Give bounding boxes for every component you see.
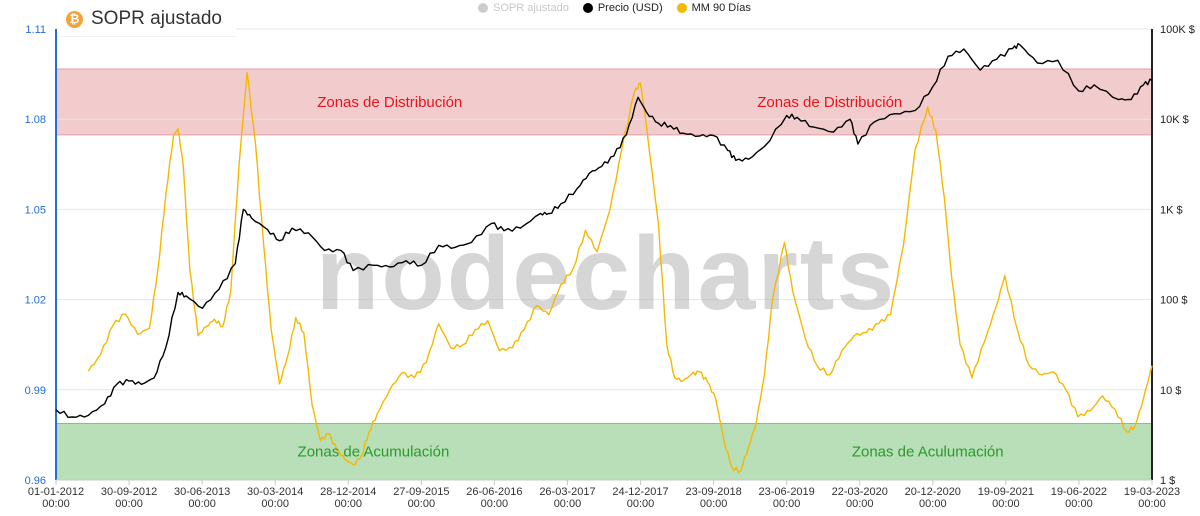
legend-item-sopr-ajustado[interactable]: SOPR ajustado <box>478 2 569 14</box>
x-tick-label-14: 19-06-2022 <box>1051 486 1107 498</box>
legend: SOPR ajustado Precio (USD) MM 90 Días <box>478 2 751 14</box>
x-tick-time-1: 00:00 <box>115 498 143 510</box>
x-tick-time-15: 00:00 <box>1138 498 1166 510</box>
y-left-tick-2: 1.02 <box>25 295 46 307</box>
series-line-precio-usd <box>55 43 1153 418</box>
zone-label-2: Zonas de Acumulación <box>298 444 450 461</box>
x-tick-label-6: 26-06-2016 <box>466 486 522 498</box>
x-tick-time-4: 00:00 <box>335 498 363 510</box>
x-tick-time-12: 00:00 <box>919 498 947 510</box>
x-tick-label-3: 30-03-2014 <box>247 486 303 498</box>
legend-label-precio-usd: Precio (USD) <box>597 2 663 14</box>
x-tick-time-3: 00:00 <box>261 498 289 510</box>
y-right-tick-3: 1K $ <box>1160 204 1183 216</box>
x-tick-label-7: 26-03-2017 <box>539 486 595 498</box>
x-tick-label-2: 30-06-2013 <box>174 486 230 498</box>
x-tick-time-0: 00:00 <box>42 498 70 510</box>
zone-label-1: Zonas de Distribución <box>757 94 902 111</box>
x-tick-label-9: 23-09-2018 <box>685 486 741 498</box>
x-tick-label-12: 20-12-2020 <box>905 486 961 498</box>
zone-label-3: Zonas de Aculumación <box>852 444 1004 461</box>
legend-item-mm-90-dias[interactable]: MM 90 Días <box>676 2 751 14</box>
x-tick-time-8: 00:00 <box>627 498 655 510</box>
x-tick-label-8: 24-12-2017 <box>612 486 668 498</box>
x-tick-label-10: 23-06-2019 <box>759 486 815 498</box>
x-tick-label-13: 19-09-2021 <box>978 486 1034 498</box>
y-left-tick-0: 0.96 <box>25 475 46 487</box>
x-tick-time-5: 00:00 <box>408 498 436 510</box>
series-line-mm-90-d-as <box>87 71 1153 473</box>
y-right-tick-2: 100 $ <box>1160 295 1188 307</box>
x-tick-label-11: 22-03-2020 <box>832 486 888 498</box>
zone-band-0 <box>55 68 1153 136</box>
x-tick-label-5: 27-09-2015 <box>393 486 449 498</box>
x-tick-time-14: 00:00 <box>1065 498 1093 510</box>
x-tick-label-15: 19-03-2023 <box>1124 486 1180 498</box>
y-right-tick-1: 10 $ <box>1160 385 1181 397</box>
x-tick-label-4: 28-12-2014 <box>320 486 376 498</box>
y-left-tick-1: 0.99 <box>25 385 46 397</box>
zone-label-layer: Zonas de Distribución Zonas de Distribuci… <box>298 94 1004 461</box>
legend-dot-mm-90-dias-icon <box>676 3 687 13</box>
x-tick-label-0: 01-01-2012 <box>28 486 84 498</box>
chart-title-bar: ₿ SOPR ajustado <box>58 2 236 37</box>
legend-label-mm-90-dias: MM 90 Días <box>691 2 751 14</box>
y-right-tick-0: 1 $ <box>1160 475 1175 487</box>
zone-layer <box>55 68 1153 481</box>
y-left-tick-5: 1.11 <box>25 24 46 36</box>
x-tick-label-1: 30-09-2012 <box>101 486 157 498</box>
legend-label-sopr-ajustado: SOPR ajustado <box>493 2 569 14</box>
legend-item-precio-usd[interactable]: Precio (USD) <box>582 2 663 14</box>
x-tick-time-10: 00:00 <box>773 498 801 510</box>
legend-dot-precio-usd-icon <box>582 3 593 13</box>
legend-dot-sopr-ajustado-icon <box>478 3 488 13</box>
chart-title: SOPR ajustado <box>91 8 222 29</box>
x-tick-time-6: 00:00 <box>481 498 509 510</box>
series-layer <box>55 43 1153 473</box>
x-tick-time-11: 00:00 <box>846 498 874 510</box>
x-tick-time-9: 00:00 <box>700 498 728 510</box>
x-tick-time-13: 00:00 <box>992 498 1020 510</box>
y-right-tick-5: 100K $ <box>1160 24 1195 36</box>
watermark-layer: nodecharts <box>316 216 897 332</box>
y-left-tick-3: 1.05 <box>25 204 46 216</box>
y-left-tick-4: 1.08 <box>25 114 46 126</box>
bitcoin-icon: ₿ <box>66 10 83 28</box>
zone-label-0: Zonas de Distribución <box>317 94 462 111</box>
watermark-text: nodecharts <box>316 216 897 332</box>
tick-layer: 0.96 0.99 1.02 1.05 1.08 1.11 1 $ 10 $ 100 $ 1K $… <box>25 24 1195 510</box>
axis-layer <box>55 29 1153 485</box>
x-tick-time-7: 00:00 <box>554 498 582 510</box>
x-tick-time-2: 00:00 <box>188 498 216 510</box>
zone-band-2 <box>55 422 1153 481</box>
y-right-tick-4: 10K $ <box>1160 114 1189 126</box>
